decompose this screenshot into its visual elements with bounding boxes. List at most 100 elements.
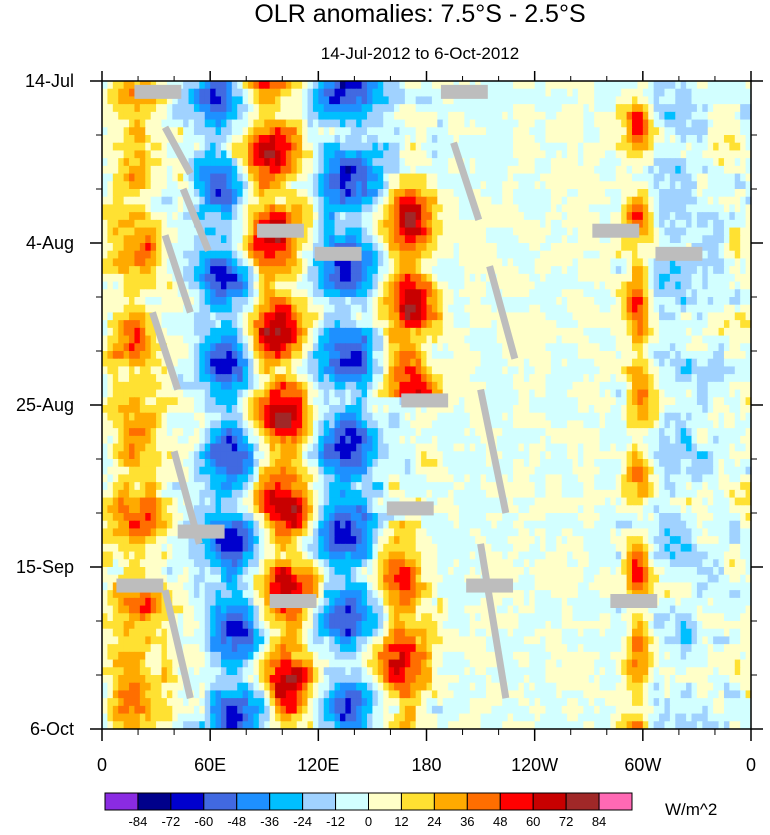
heatmap-cell: [675, 219, 682, 229]
heatmap-cell: [237, 243, 244, 252]
heatmap-cell: [615, 189, 622, 198]
heatmap-cell: [653, 127, 660, 136]
heatmap-cell: [653, 297, 660, 306]
heatmap-cell: [312, 135, 319, 144]
heatmap-cell: [415, 219, 422, 229]
heatmap-cell: [729, 366, 736, 375]
heatmap-cell: [248, 227, 255, 236]
heatmap-cell: [264, 351, 271, 360]
heatmap-cell: [372, 312, 379, 321]
heatmap-cell: [421, 297, 428, 306]
heatmap-cell: [269, 189, 276, 198]
heatmap-cell: [653, 389, 660, 398]
heatmap-cell: [621, 297, 628, 306]
heatmap-cell: [129, 266, 136, 275]
heatmap-cell: [177, 96, 184, 105]
heatmap-cell: [448, 289, 455, 298]
heatmap-cell: [448, 127, 455, 136]
heatmap-cell: [437, 173, 444, 182]
heatmap-cell: [404, 281, 411, 290]
heatmap-cell: [166, 150, 173, 159]
heatmap-cell: [496, 96, 503, 105]
heatmap-cell: [626, 165, 633, 175]
heatmap-cell: [653, 304, 660, 314]
heatmap-cell: [145, 135, 152, 144]
heatmap-cell: [318, 196, 325, 206]
heatmap-cell: [302, 397, 309, 406]
heatmap-cell: [242, 212, 249, 221]
heatmap-cell: [334, 273, 341, 283]
heatmap-cell: [583, 358, 590, 368]
heatmap-cell: [372, 381, 379, 391]
heatmap-cell: [388, 289, 395, 298]
heatmap-cell: [139, 204, 146, 213]
heatmap-cell: [648, 173, 655, 182]
heatmap-cell: [729, 81, 736, 90]
heatmap-cell: [361, 289, 368, 298]
heatmap-cell: [215, 343, 222, 352]
heatmap-cell: [139, 219, 146, 229]
heatmap-cell: [231, 227, 238, 236]
heatmap-cell: [469, 227, 476, 236]
heatmap-cell: [296, 320, 303, 329]
heatmap-cell: [383, 127, 390, 136]
heatmap-cell: [713, 258, 720, 267]
heatmap-cell: [258, 96, 265, 105]
heatmap-cell: [296, 96, 303, 105]
heatmap-cell: [507, 111, 514, 121]
heatmap-cell: [312, 289, 319, 298]
heatmap-cell: [653, 366, 660, 375]
heatmap-cell: [604, 165, 611, 175]
heatmap-cell: [177, 127, 184, 136]
heatmap-cell: [421, 358, 428, 368]
heatmap-cell: [129, 189, 136, 198]
heatmap-cell: [377, 266, 384, 275]
heatmap-cell: [383, 273, 390, 283]
heatmap-cell: [513, 327, 520, 337]
heatmap-cell: [161, 119, 168, 128]
heatmap-cell: [129, 119, 136, 128]
heatmap-cell: [166, 111, 173, 121]
heatmap-cell: [534, 81, 541, 90]
heatmap-cell: [296, 273, 303, 283]
heatmap-cell: [177, 111, 184, 121]
heatmap-cell: [291, 312, 298, 321]
heatmap-cell: [696, 111, 703, 121]
heatmap-cell: [318, 189, 325, 198]
heatmap-cell: [475, 243, 482, 252]
heatmap-cell: [588, 158, 595, 167]
heatmap-cell: [237, 142, 244, 152]
heatmap-cell: [318, 366, 325, 375]
heatmap-cell: [242, 104, 249, 113]
heatmap-cell: [485, 297, 492, 306]
heatmap-cell: [485, 320, 492, 329]
heatmap-cell: [145, 119, 152, 128]
heatmap-cell: [220, 150, 227, 159]
heatmap-cell: [264, 374, 271, 383]
heatmap-cell: [269, 297, 276, 306]
heatmap-cell: [594, 297, 601, 306]
heatmap-cell: [248, 81, 255, 90]
heatmap-cell: [745, 196, 752, 206]
heatmap-cell: [448, 258, 455, 267]
heatmap-cell: [139, 281, 146, 290]
heatmap-cell: [648, 250, 655, 260]
heatmap-cell: [302, 119, 309, 128]
heatmap-cell: [118, 312, 125, 321]
heatmap-cell: [691, 343, 698, 352]
heatmap-cell: [356, 212, 363, 221]
heatmap-cell: [442, 119, 449, 128]
heatmap-cell: [545, 335, 552, 344]
heatmap-cell: [691, 235, 698, 244]
heatmap-cell: [367, 81, 374, 90]
heatmap-cell: [388, 235, 395, 244]
heatmap-cell: [550, 366, 557, 375]
heatmap-cell: [702, 142, 709, 152]
heatmap-cell: [621, 127, 628, 136]
heatmap-cell: [318, 219, 325, 229]
heatmap-cell: [523, 119, 530, 128]
heatmap-cell: [561, 127, 568, 136]
heatmap-cell: [372, 389, 379, 398]
heatmap-cell: [253, 335, 260, 344]
heatmap-cell: [534, 281, 541, 290]
